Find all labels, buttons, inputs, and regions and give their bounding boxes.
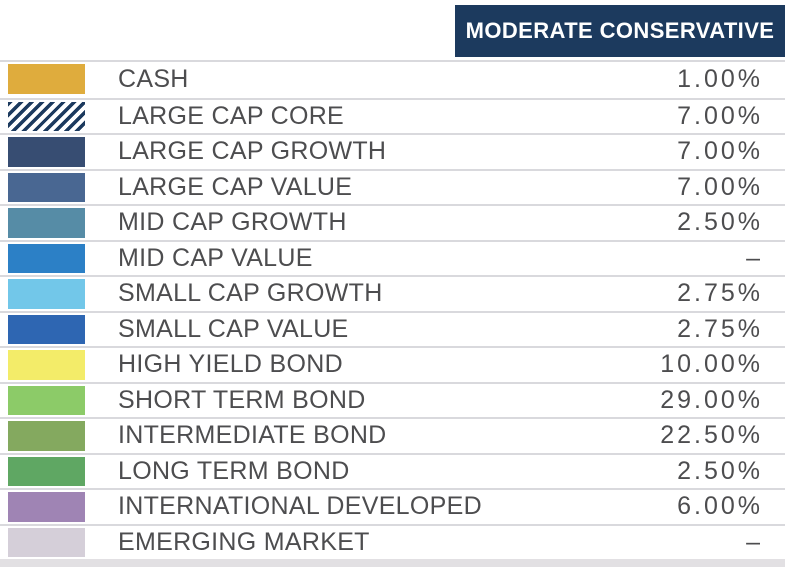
table-row-long-term-bond: LONG TERM BOND 2.50%: [0, 452, 785, 489]
allocation-value: 2.50%: [677, 208, 763, 237]
asset-color-swatch: [8, 527, 85, 557]
asset-name: LARGE CAP GROWTH: [118, 137, 387, 166]
table-row-short-term-bond: SHORT TERM BOND 29.00%: [0, 381, 785, 418]
asset-name: HIGH YIELD BOND: [118, 350, 343, 379]
allocation-value: –: [746, 527, 763, 556]
table-row-large-cap-growth: LARGE CAP GROWTH 7.00%: [0, 133, 785, 169]
allocation-value: 1.00%: [677, 65, 763, 94]
table-row-international-developed: INTERNATIONAL DEVELOPED 6.00%: [0, 488, 785, 524]
asset-name: MID CAP GROWTH: [118, 208, 347, 237]
allocation-value: 29.00%: [660, 385, 763, 414]
asset-name: LARGE CAP CORE: [118, 101, 345, 130]
asset-color-swatch: [8, 421, 85, 451]
asset-color-swatch: [8, 492, 85, 522]
asset-name: INTERMEDIATE BOND: [118, 421, 387, 450]
allocation-value: 7.00%: [677, 137, 763, 166]
table-row-cash: CASH 1.00%: [0, 62, 785, 98]
asset-name: LARGE CAP VALUE: [118, 172, 353, 201]
asset-color-swatch: [8, 350, 85, 380]
asset-color-swatch: [8, 385, 85, 415]
table-row-mid-cap-growth: MID CAP GROWTH 2.50%: [0, 204, 785, 240]
allocation-value: 22.50%: [660, 421, 763, 450]
column-header-moderate-conservative: MODERATE CONSERVATIVE: [455, 5, 785, 57]
table-row-small-cap-growth: SMALL CAP GROWTH 2.75%: [0, 275, 785, 311]
asset-color-swatch: [8, 279, 85, 309]
allocation-value: 2.75%: [677, 314, 763, 343]
table-row-large-cap-value: LARGE CAP VALUE 7.00%: [0, 168, 785, 205]
table-row-emerging-market: EMERGING MARKET –: [0, 523, 785, 560]
asset-name: MID CAP VALUE: [118, 243, 313, 272]
allocation-value: 2.75%: [677, 279, 763, 308]
asset-name: SMALL CAP VALUE: [118, 314, 349, 343]
column-header-label: MODERATE CONSERVATIVE: [465, 18, 775, 43]
asset-name: CASH: [118, 65, 189, 94]
table-row-high-yield-bond: HIGH YIELD BOND 10.00%: [0, 346, 785, 382]
asset-color-swatch: [8, 64, 85, 94]
table-row-large-cap-core: LARGE CAP CORE 7.00%: [0, 97, 785, 134]
allocation-value: 10.00%: [660, 350, 763, 379]
allocation-value: –: [746, 243, 763, 272]
table-row-small-cap-value: SMALL CAP VALUE 2.75%: [0, 310, 785, 347]
table-row-intermediate-bond: INTERMEDIATE BOND 22.50%: [0, 417, 785, 453]
asset-color-swatch: [8, 208, 85, 238]
asset-color-swatch: [8, 243, 85, 273]
allocation-value: 2.50%: [677, 456, 763, 485]
asset-color-swatch: [8, 101, 85, 131]
asset-color-swatch: [8, 137, 85, 167]
asset-name: SMALL CAP GROWTH: [118, 279, 383, 308]
asset-color-swatch: [8, 172, 85, 202]
asset-name: SHORT TERM BOND: [118, 385, 366, 414]
asset-color-swatch: [8, 456, 85, 486]
asset-allocation-table: CASH 1.00% LARGE CAP CORE 7.00% LARGE CA…: [0, 60, 785, 559]
allocation-value: 6.00%: [677, 492, 763, 521]
table-row-mid-cap-value: MID CAP VALUE –: [0, 239, 785, 276]
asset-color-swatch: [8, 314, 85, 344]
allocation-value: 7.00%: [677, 172, 763, 201]
bottom-divider: [0, 559, 785, 567]
asset-name: EMERGING MARKET: [118, 527, 370, 556]
asset-name: INTERNATIONAL DEVELOPED: [118, 492, 482, 521]
allocation-value: 7.00%: [677, 101, 763, 130]
asset-name: LONG TERM BOND: [118, 456, 350, 485]
